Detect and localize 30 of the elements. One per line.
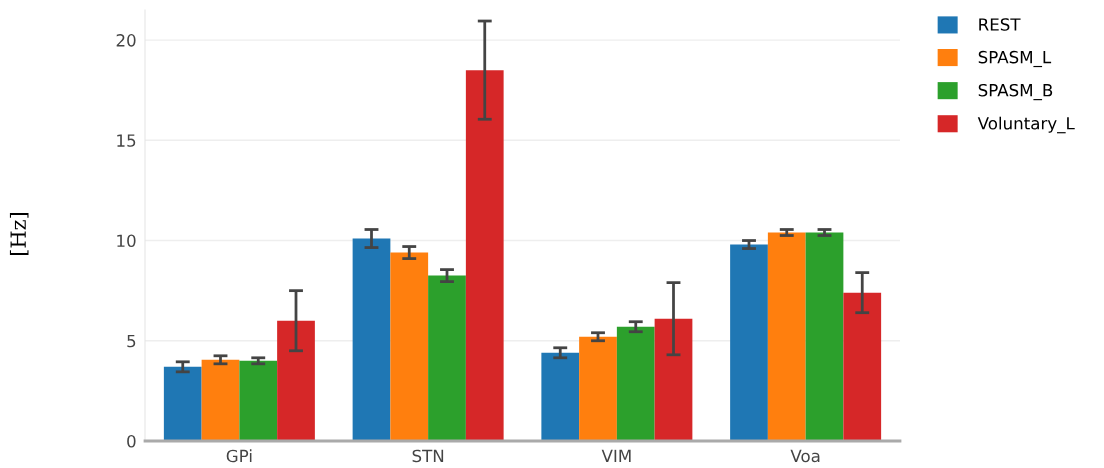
y-tick-label: 0: [127, 434, 136, 448]
bar: [277, 320, 315, 441]
x-tick-label: VIM: [601, 449, 631, 462]
legend-label: SPASM_L: [978, 50, 1052, 68]
y-tick-label: 10: [117, 234, 136, 248]
x-tick-label: Voa: [790, 449, 820, 463]
legend-label: SPASM_B: [978, 83, 1053, 101]
y-axis-title: [Hz]: [9, 213, 29, 255]
bar: [352, 238, 391, 441]
legend-label: Voluntary_L: [977, 116, 1075, 134]
bar: [428, 275, 466, 441]
bar: [239, 360, 278, 441]
x-tick-label: STN: [412, 449, 444, 463]
bar: [163, 366, 202, 441]
x-tick-label: GPi: [226, 449, 252, 463]
bar: [616, 326, 655, 441]
bar: [579, 336, 617, 441]
y-tick-label: 20: [116, 34, 136, 47]
bar: [767, 232, 806, 441]
bar: [654, 318, 693, 441]
bar: [730, 244, 768, 441]
bar: [541, 352, 580, 441]
y-tick-label: 15: [117, 134, 136, 147]
legend-label: REST: [979, 18, 1021, 31]
bar: [390, 252, 429, 441]
bar: [465, 70, 504, 441]
bar: [805, 232, 844, 441]
bar: [843, 292, 882, 441]
y-tick-label: 5: [127, 334, 136, 348]
bar: [201, 359, 240, 441]
